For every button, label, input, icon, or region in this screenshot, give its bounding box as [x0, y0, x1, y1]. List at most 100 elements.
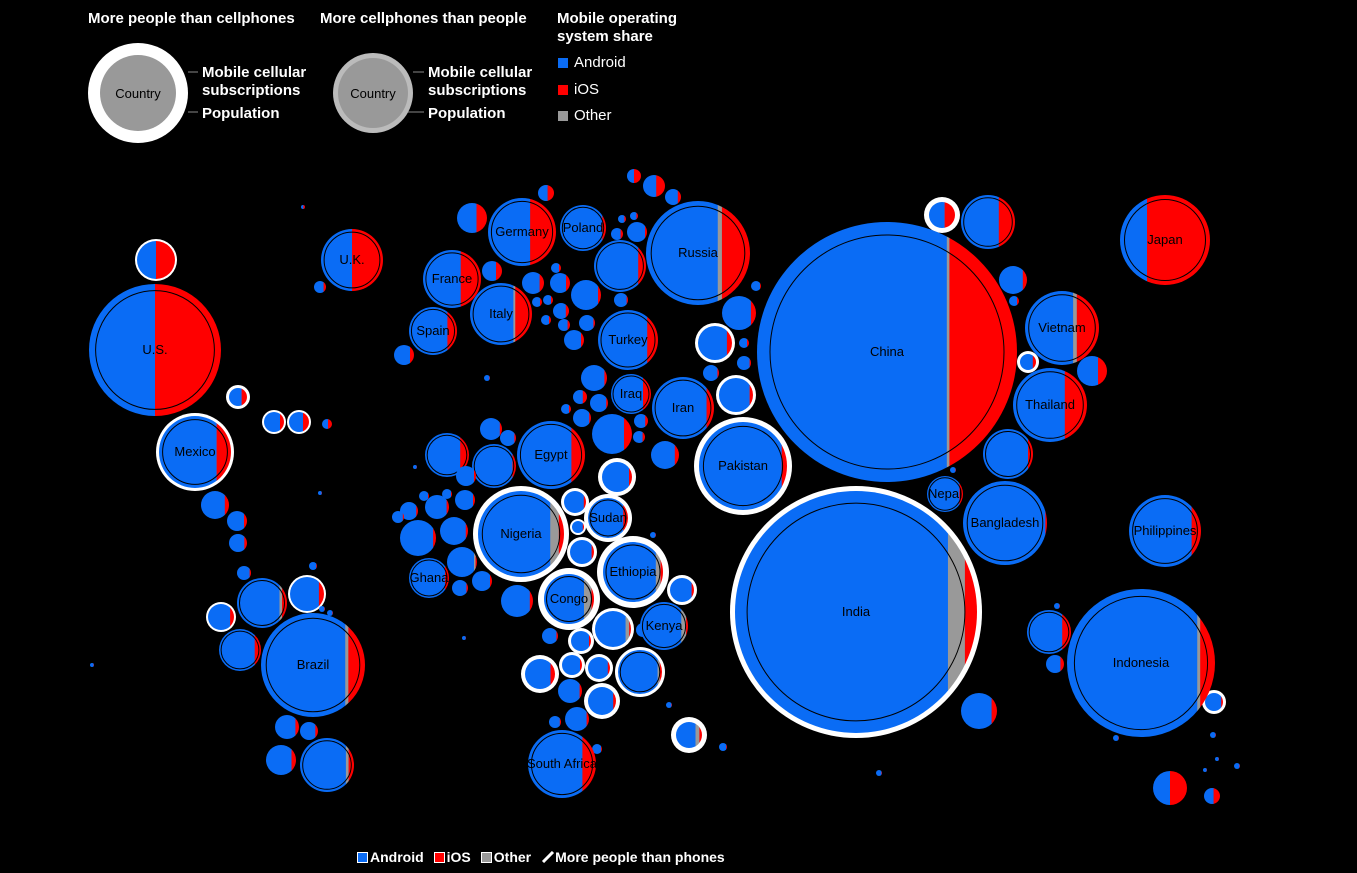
subscriptions-outline [1028, 611, 1070, 653]
country-bubble [322, 419, 332, 429]
android-share [739, 338, 748, 348]
country-bubble [266, 745, 296, 775]
country-bubble [456, 466, 476, 486]
bottom-legend-ios: iOS [433, 849, 471, 865]
legend-android-label: Android [574, 54, 626, 71]
android-share [517, 421, 572, 489]
country-bubble [484, 375, 490, 381]
country-bubble [419, 491, 429, 501]
android-share [1046, 655, 1061, 673]
ios-share [604, 365, 607, 391]
ios-share [1098, 356, 1107, 386]
bottom-legend: Android iOS Other More people than phone… [357, 849, 731, 865]
ios-share [581, 330, 584, 350]
android-share [722, 296, 752, 330]
ios-share [643, 374, 651, 414]
ios-share [558, 491, 564, 577]
country-bubble-bangladesh: Bangladesh [963, 481, 1047, 565]
ios-share [303, 205, 305, 209]
android-share [322, 419, 329, 429]
country-bubble [567, 537, 597, 567]
subscriptions-outline [641, 603, 687, 649]
country-bubble [318, 491, 322, 495]
android-share [1205, 693, 1222, 711]
android-share [442, 489, 452, 499]
country-bubble [327, 610, 333, 616]
ios-share [559, 263, 561, 273]
android-share [425, 495, 447, 519]
subscriptions-outline [302, 740, 352, 790]
ios-share [593, 315, 595, 331]
ios-share [249, 566, 251, 580]
android-share [394, 345, 411, 365]
android-share [590, 394, 607, 412]
ios-share [460, 250, 481, 308]
android-share [1009, 296, 1018, 306]
android-share [229, 388, 242, 406]
country-bubble-italy: Italy [470, 283, 532, 345]
android-share [929, 202, 945, 228]
android-share [927, 476, 960, 512]
country-label: U.K. [339, 252, 364, 267]
legend-other-label: Other [574, 107, 612, 124]
android-share [319, 606, 325, 612]
ios-share [1213, 788, 1220, 804]
android-share [643, 175, 657, 197]
ios-share [660, 542, 663, 602]
android-share [472, 444, 513, 488]
android-share [201, 491, 226, 519]
ios-share [1221, 693, 1223, 711]
country-bubble-brazil: Brazil [261, 613, 365, 717]
android-share [588, 687, 614, 715]
ios-share [591, 540, 594, 564]
subscriptions-outline [162, 419, 228, 485]
country-bubble [90, 663, 94, 667]
legend-population-circle [338, 58, 408, 128]
country-bubble [651, 441, 679, 469]
ios-share [1017, 296, 1019, 306]
subscriptions-outline [481, 494, 561, 574]
ios-share [721, 201, 750, 305]
country-bubble [1054, 603, 1060, 609]
country-bubble [1009, 296, 1019, 306]
bottom-ios-swatch [433, 851, 445, 863]
country-bubble-vietnam: Vietnam [1025, 291, 1099, 365]
country-bubble [598, 458, 636, 496]
ios-share [717, 365, 719, 381]
android-share [588, 657, 609, 679]
ios-share [1076, 291, 1099, 365]
country-bubble-mexico: Mexico [156, 413, 234, 491]
country-label: Brazil [297, 657, 330, 672]
country-label: Russia [678, 245, 719, 260]
country-bubble-china: China [757, 222, 1017, 482]
ios-share [244, 511, 247, 531]
android-share [670, 578, 692, 602]
country-bubble-poland: Poland [560, 205, 606, 251]
country-bubble [457, 203, 487, 233]
android-share [571, 280, 599, 310]
android-share [409, 558, 446, 598]
country-bubble [455, 490, 475, 510]
subscriptions-outline [426, 434, 468, 476]
ios-share [760, 281, 761, 291]
country-bubble [206, 602, 236, 632]
country-bubble [630, 212, 638, 220]
ios-share [476, 203, 487, 233]
android-share [522, 272, 540, 294]
android-share [603, 542, 657, 602]
android-share [571, 631, 590, 651]
subscriptions-outline [605, 544, 661, 600]
android-share [618, 650, 658, 694]
android-share [983, 429, 1029, 479]
android-share [630, 212, 637, 220]
country-label: South Africa [527, 756, 598, 771]
country-bubble [592, 744, 602, 754]
subscriptions-outline [546, 576, 592, 622]
country-bubble-u-k: U.K. [321, 229, 383, 291]
android-share [1215, 757, 1219, 761]
android-share [314, 281, 324, 293]
subscriptions-outline [1028, 294, 1096, 362]
android-share [676, 722, 696, 748]
ios-share [674, 441, 679, 469]
android-share [1153, 771, 1171, 805]
